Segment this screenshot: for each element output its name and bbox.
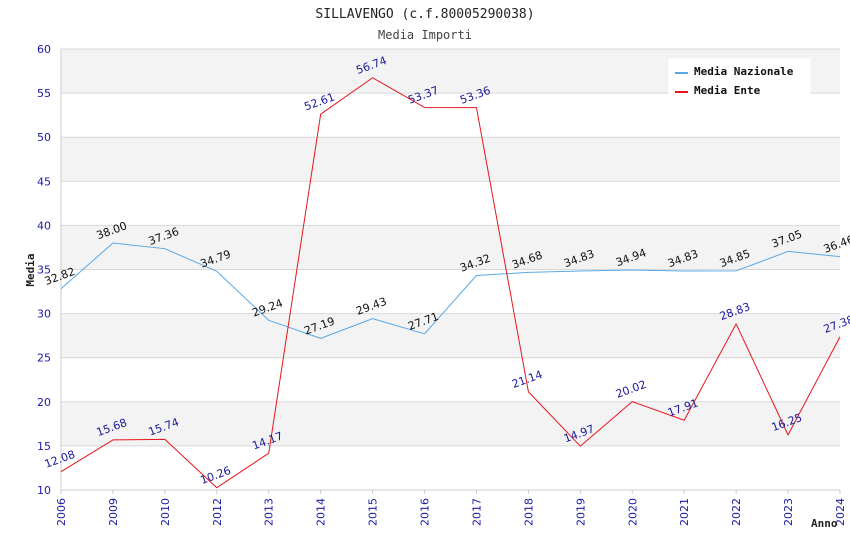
y-tick-label: 45 [37,175,51,188]
x-tick-label: 2021 [678,498,691,526]
x-tick-label: 2019 [574,498,587,526]
y-axis-ticks: 10 15 20 25 30 35 40 45 50 55 60 [37,43,51,497]
plot-band [61,181,840,226]
legend: Media Nazionale Media Ente [668,58,811,99]
x-tick-label: 2009 [107,498,120,526]
legend-label-media-nazionale: Media Nazionale [694,65,794,78]
x-tick-label: 2017 [470,498,483,526]
y-axis-label: Media [24,253,37,286]
legend-label-media-ente: Media Ente [694,84,761,97]
plot-band [61,269,840,314]
plot-band [61,313,840,358]
x-tick-label: 2022 [730,498,743,526]
y-tick-label: 20 [37,396,51,409]
plot-band [61,93,840,138]
x-axis-ticks: 2006 2009 2010 2012 2013 2014 2015 2016 2017 2018… [55,490,847,526]
chart-title: SILLAVENGO (c.f.80005290038) [315,7,534,22]
x-tick-label: 2016 [419,498,432,526]
legend-box [668,58,811,99]
x-tick-label: 2014 [315,498,328,526]
x-tick-label: 2010 [159,498,172,526]
series-lines [60,77,841,489]
x-axis-label: Anno [811,517,838,530]
y-tick-label: 60 [37,43,51,56]
plot-band [61,445,840,490]
x-tick-label: 2024 [834,498,847,526]
chart-subtitle: Media Importi [378,28,472,42]
y-tick-label: 35 [37,264,51,277]
series-line-media-ente [60,77,841,489]
x-tick-label: 2006 [55,498,68,526]
series-line-media-nazionale [60,242,841,339]
x-tick-label: 2012 [211,498,224,526]
gridlines [60,48,840,491]
plot-background-bands [61,49,840,490]
x-tick-label: 2020 [626,498,639,526]
x-tick-label: 2023 [782,498,795,526]
y-tick-label: 25 [37,352,51,365]
y-tick-label: 30 [37,308,51,321]
y-tick-label: 50 [37,131,51,144]
y-tick-label: 55 [37,87,51,100]
y-tick-label: 15 [37,440,51,453]
y-tick-label: 10 [37,484,51,497]
plot-band [61,357,840,402]
y-tick-label: 40 [37,219,51,232]
plot-band [61,401,840,446]
x-tick-label: 2015 [367,498,380,526]
x-tick-label: 2013 [263,498,276,526]
plot-band [61,137,840,182]
x-tick-label: 2018 [522,498,535,526]
plot-band [61,225,840,270]
